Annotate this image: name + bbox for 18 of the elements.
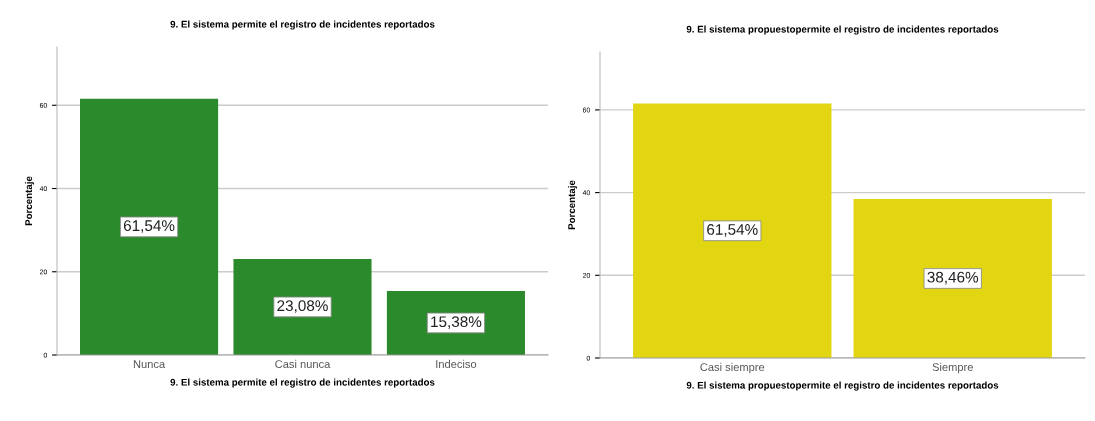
x-axis-title: 9. El sistema permite el registro de incidentes reportados xyxy=(170,378,435,388)
x-tick-label: Siempre xyxy=(932,362,973,374)
x-tick-label: Casi nunca xyxy=(275,359,331,369)
chart-title: 9. El sistema propuestopermite el registro de incidentes reportados xyxy=(686,25,999,35)
y-axis-title: Porcentaje xyxy=(24,176,34,226)
bar xyxy=(233,258,372,355)
data-label: 15,38% xyxy=(431,316,482,329)
data-label: 61,54% xyxy=(123,220,175,233)
chart-title: 9. El sistema permite el registro de incidentes reportados xyxy=(170,20,435,30)
x-tick-label: Indeciso xyxy=(436,359,477,369)
y-axis-title: Porcentaje xyxy=(567,180,577,230)
bar xyxy=(80,98,219,355)
x-axis-title: 9. El sistema propuestopermite el registro de incidentes reportados xyxy=(686,381,999,391)
data-label: 38,46% xyxy=(927,271,979,285)
x-tick-label: Nunca xyxy=(133,360,166,369)
data-label: 61,54% xyxy=(707,224,758,237)
x-tick-label: Casi siempre xyxy=(700,362,765,374)
data-label: 23,08% xyxy=(277,300,328,313)
